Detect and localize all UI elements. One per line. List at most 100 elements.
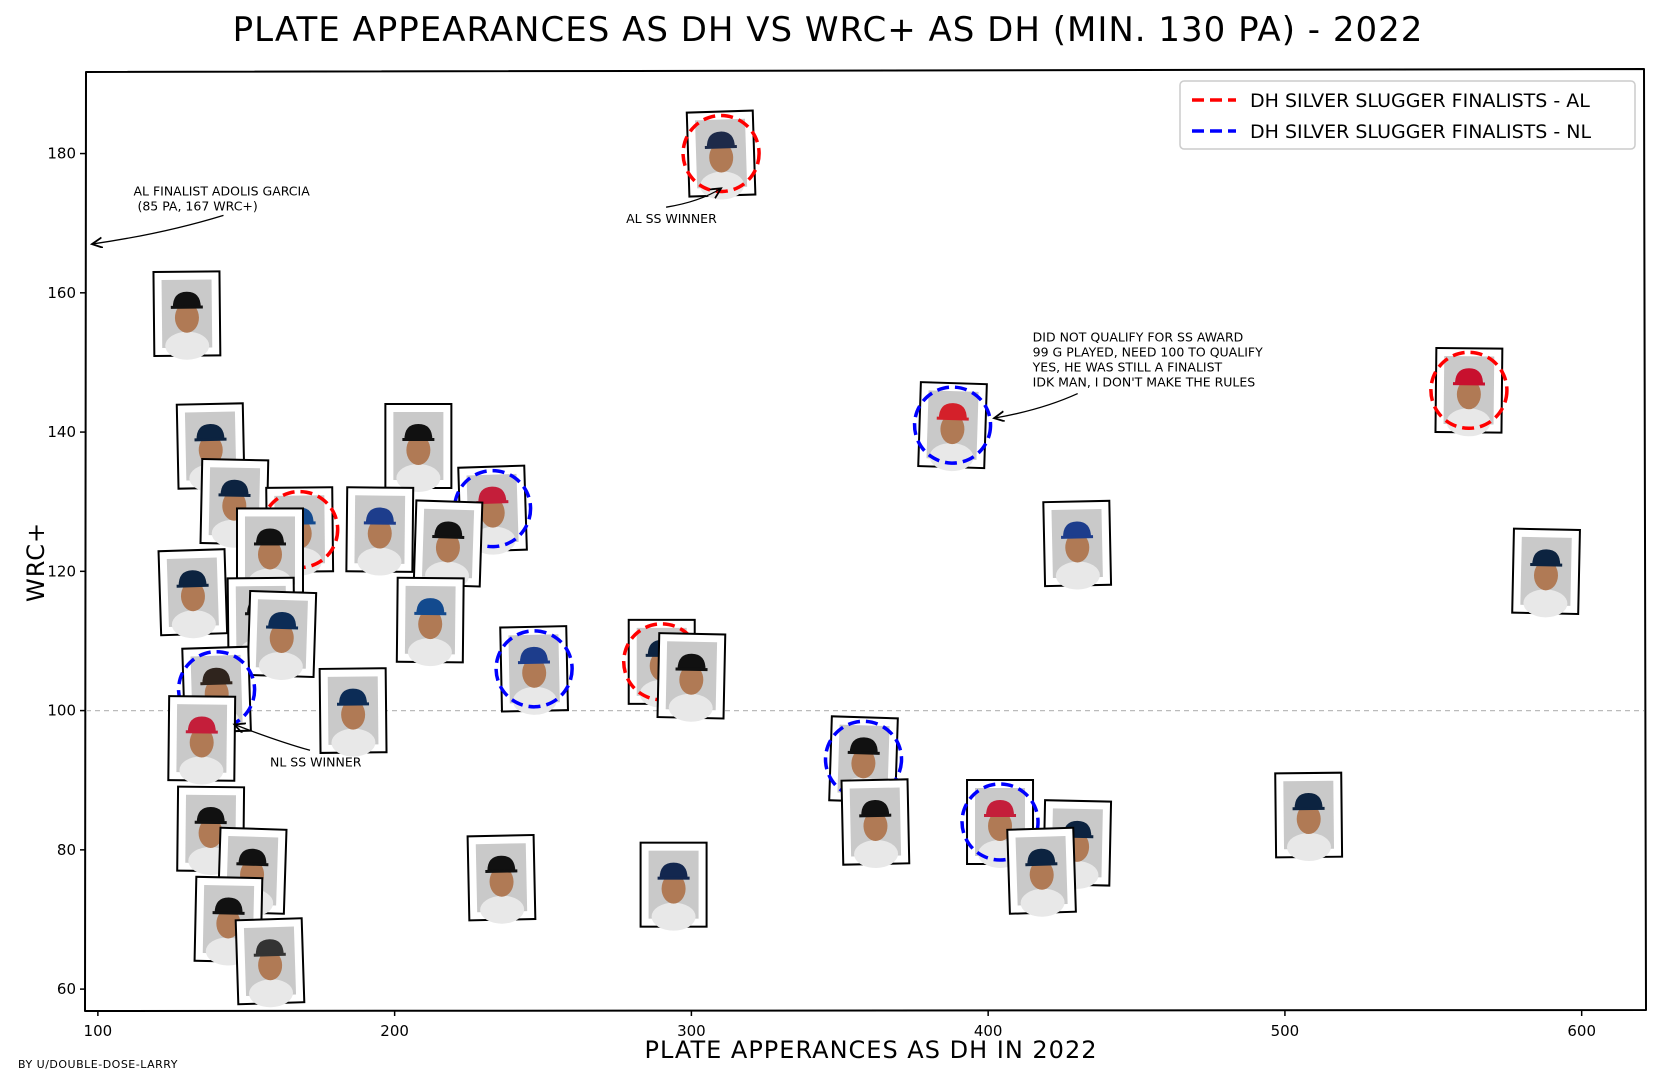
face [367,518,392,549]
shoulders [407,638,452,667]
annotation-line: AL finalist Adolis Garcia [133,183,310,198]
player-point [384,403,453,492]
cap-brim [363,521,396,525]
shoulders [171,610,216,639]
annotation-text: NL SS winner [270,754,362,769]
face [180,581,205,612]
cap-brim [200,681,233,686]
cap-brim [1530,562,1563,567]
shoulders [258,651,303,680]
shoulders [249,979,293,1008]
player-point [1274,771,1344,862]
player-point [234,917,306,1008]
player-point [656,632,727,722]
face [851,748,876,779]
face [418,609,443,640]
face [189,727,214,758]
y-tick-label: 180 [47,145,76,163]
player-point [167,695,237,785]
cap-icon [434,521,463,538]
face [257,539,282,570]
finalist-ring [494,629,574,709]
annotation-arrow [234,725,311,751]
player-point [639,841,708,931]
x-tick-label: 100 [84,1022,113,1040]
player-point [466,834,537,924]
cap-icon [178,570,207,587]
cap-icon [196,806,225,824]
y-tick-label: 140 [47,423,76,441]
cap-brim [1061,535,1094,539]
y-tick-label: 80 [57,841,76,859]
face [258,950,283,981]
x-tick-label: 300 [677,1022,706,1040]
face [435,532,460,563]
face [709,142,734,173]
face [679,664,704,695]
cap-brim [485,869,518,874]
cap-brim [253,542,286,546]
annotation-arrow [994,392,1078,419]
cap-brim [476,500,509,505]
face [1296,804,1321,835]
cap-brim [657,876,690,880]
x-tick-label: 600 [1567,1022,1596,1040]
cap-brim [414,611,447,616]
legend-label: DH Silver Slugger Finalists - AL [1250,90,1590,112]
player-point [345,486,415,576]
shoulders [357,547,402,576]
cap-brim [337,702,370,706]
x-tick-label: 500 [1271,1022,1300,1040]
face [661,873,686,904]
cap-brim [185,730,218,734]
cap-brim [170,305,203,309]
face [174,302,199,333]
face [1065,532,1090,563]
shoulders [668,693,713,722]
cap-icon [202,667,231,685]
cap-icon [268,612,297,629]
player-point [1429,346,1509,437]
cap-brim [253,952,286,957]
annotation-line: 99 G played, need 100 to qualify [1033,345,1263,360]
player-point [1511,527,1581,618]
player-point [199,458,270,548]
player-point [152,270,222,360]
cap-icon [706,131,735,148]
chart-title: Plate appearances as DH vs wRC+ as DH (m… [232,10,1424,50]
shoulders [1446,408,1491,437]
face [480,497,505,528]
shoulders [929,443,974,472]
shoulders [1523,589,1568,618]
face [988,811,1013,841]
face [198,817,223,848]
player-point [840,778,911,868]
shoulders [512,686,557,715]
player-point [494,625,574,715]
cap-icon [1027,848,1056,866]
shoulders [331,728,376,757]
credit-text: by u/double-dose-larry [18,1058,178,1071]
player-point [681,109,761,200]
y-tick-label: 120 [47,562,76,580]
player-point [1042,499,1113,590]
x-tick-label: 400 [974,1022,1003,1040]
cap-brim [218,493,251,498]
cap-brim [704,145,737,150]
y-tick-label: 100 [47,702,76,720]
annotation-arrow [92,214,224,244]
cap-icon [404,424,433,440]
player-point [395,576,465,667]
cap-brim [194,820,227,825]
finalist-ring [1429,350,1509,431]
cap-icon [861,800,890,817]
cap-icon [255,528,284,545]
cap-icon [416,598,445,615]
face [269,623,294,653]
annotation-text: AL SS winner [626,211,717,226]
finalist-ring [960,782,1040,862]
player-point [157,548,229,639]
cap-icon [849,737,878,754]
finalist-ring [912,385,993,465]
cap-icon [1063,521,1092,538]
